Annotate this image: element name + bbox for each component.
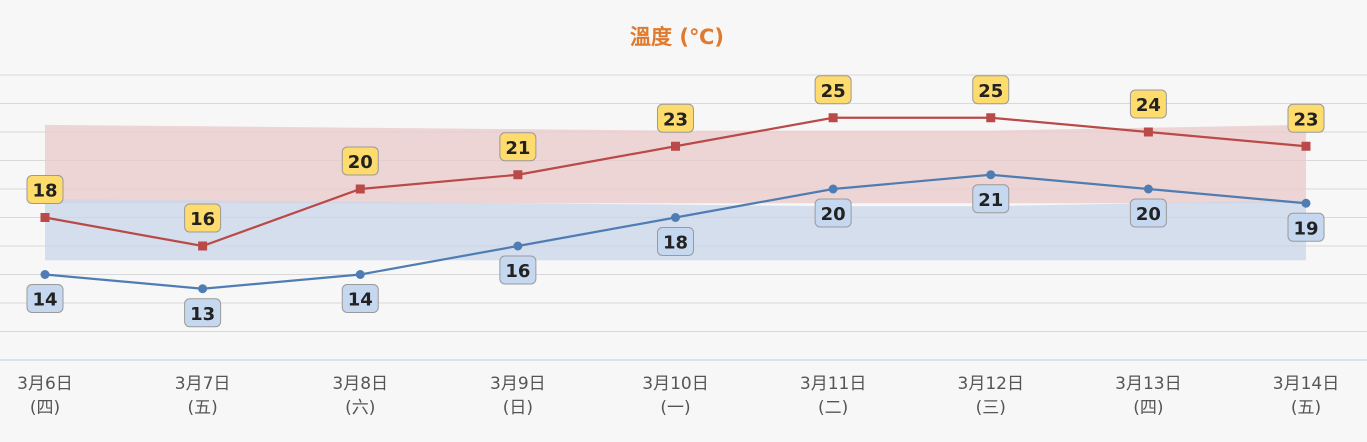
x-tick-date: 3月14日 xyxy=(1273,374,1339,394)
data-label: 25 xyxy=(821,81,846,102)
data-point xyxy=(40,213,50,222)
x-tick-weekday: (一) xyxy=(660,398,690,418)
data-label: 23 xyxy=(663,109,688,130)
data-point xyxy=(355,270,365,279)
data-point xyxy=(198,284,208,294)
range-band xyxy=(45,124,1306,204)
data-label: 23 xyxy=(1293,109,1318,130)
data-label-box xyxy=(972,75,1010,105)
x-tick-weekday: (三) xyxy=(976,398,1006,418)
data-label-box xyxy=(341,146,379,176)
x-tick-weekday: (四) xyxy=(30,398,60,418)
data-label-box xyxy=(341,284,379,313)
x-tick-weekday: (五) xyxy=(1291,398,1321,418)
data-label: 14 xyxy=(32,290,57,311)
data-label: 16 xyxy=(505,261,530,282)
data-point xyxy=(513,241,523,251)
data-point xyxy=(671,213,680,222)
data-label: 20 xyxy=(821,204,846,225)
data-label: 18 xyxy=(32,181,57,202)
data-label-box xyxy=(184,203,222,233)
series-lines xyxy=(40,113,1311,294)
chart-title: 溫度 (℃) xyxy=(630,25,724,49)
data-point xyxy=(1301,141,1311,151)
data-label-box xyxy=(184,298,222,328)
data-point xyxy=(513,170,523,180)
data-label-box xyxy=(1287,212,1325,242)
data-point xyxy=(1143,127,1153,137)
data-point xyxy=(355,184,365,194)
x-tick-weekday: (五) xyxy=(187,398,217,418)
x-tick-date: 3月12日 xyxy=(958,374,1024,394)
data-point xyxy=(1301,198,1311,208)
data-label-box xyxy=(814,75,852,105)
data-label: 19 xyxy=(1293,218,1318,239)
data-labels: 18 16 20 21 23 25 25 24 23 14 13 14 16 18 20 21 20 19 xyxy=(26,75,1325,328)
x-tick-date: 3月6日 xyxy=(17,374,73,394)
x-tick-weekday: (二) xyxy=(818,398,848,418)
data-point xyxy=(40,270,50,279)
data-label-box xyxy=(26,175,64,204)
data-point xyxy=(828,184,838,194)
data-point xyxy=(986,113,996,123)
data-point xyxy=(986,170,996,180)
data-label-box xyxy=(499,255,537,285)
data-label-box xyxy=(1287,103,1325,133)
data-point xyxy=(828,113,838,123)
data-point xyxy=(671,141,680,151)
data-label: 18 xyxy=(663,233,688,254)
x-tick-weekday: (四) xyxy=(1133,398,1163,418)
data-label-box xyxy=(972,184,1010,214)
data-label: 20 xyxy=(348,152,373,173)
data-label: 21 xyxy=(505,138,530,159)
x-tick-weekday: (六) xyxy=(345,398,375,418)
data-label: 20 xyxy=(1136,204,1161,225)
data-label-box xyxy=(657,227,694,256)
data-label: 24 xyxy=(1136,95,1161,116)
x-axis-ticks: 3月6日 (四) 3月7日 (五) 3月8日 (六) 3月9日 (日) 3月10日 (一) 3月11… xyxy=(17,374,1339,418)
data-label-box xyxy=(814,198,852,228)
x-tick-date: 3月10日 xyxy=(642,374,708,394)
data-label-box xyxy=(1129,89,1167,119)
data-label-box xyxy=(657,103,694,133)
data-label: 25 xyxy=(978,81,1003,102)
x-tick-date: 3月9日 xyxy=(490,374,546,394)
data-label: 14 xyxy=(348,290,373,311)
data-label-box xyxy=(26,284,64,313)
data-point xyxy=(198,241,208,251)
data-label: 21 xyxy=(978,190,1003,211)
x-tick-weekday: (日) xyxy=(503,398,533,418)
x-tick-date: 3月8日 xyxy=(332,374,388,394)
data-label: 13 xyxy=(190,304,215,325)
data-label-box xyxy=(499,132,537,162)
x-tick-date: 3月13日 xyxy=(1115,374,1181,394)
x-tick-date: 3月7日 xyxy=(175,374,231,394)
data-point xyxy=(1143,184,1153,194)
data-label: 16 xyxy=(190,209,215,230)
x-tick-date: 3月11日 xyxy=(800,374,866,394)
data-label-box xyxy=(1129,198,1167,228)
